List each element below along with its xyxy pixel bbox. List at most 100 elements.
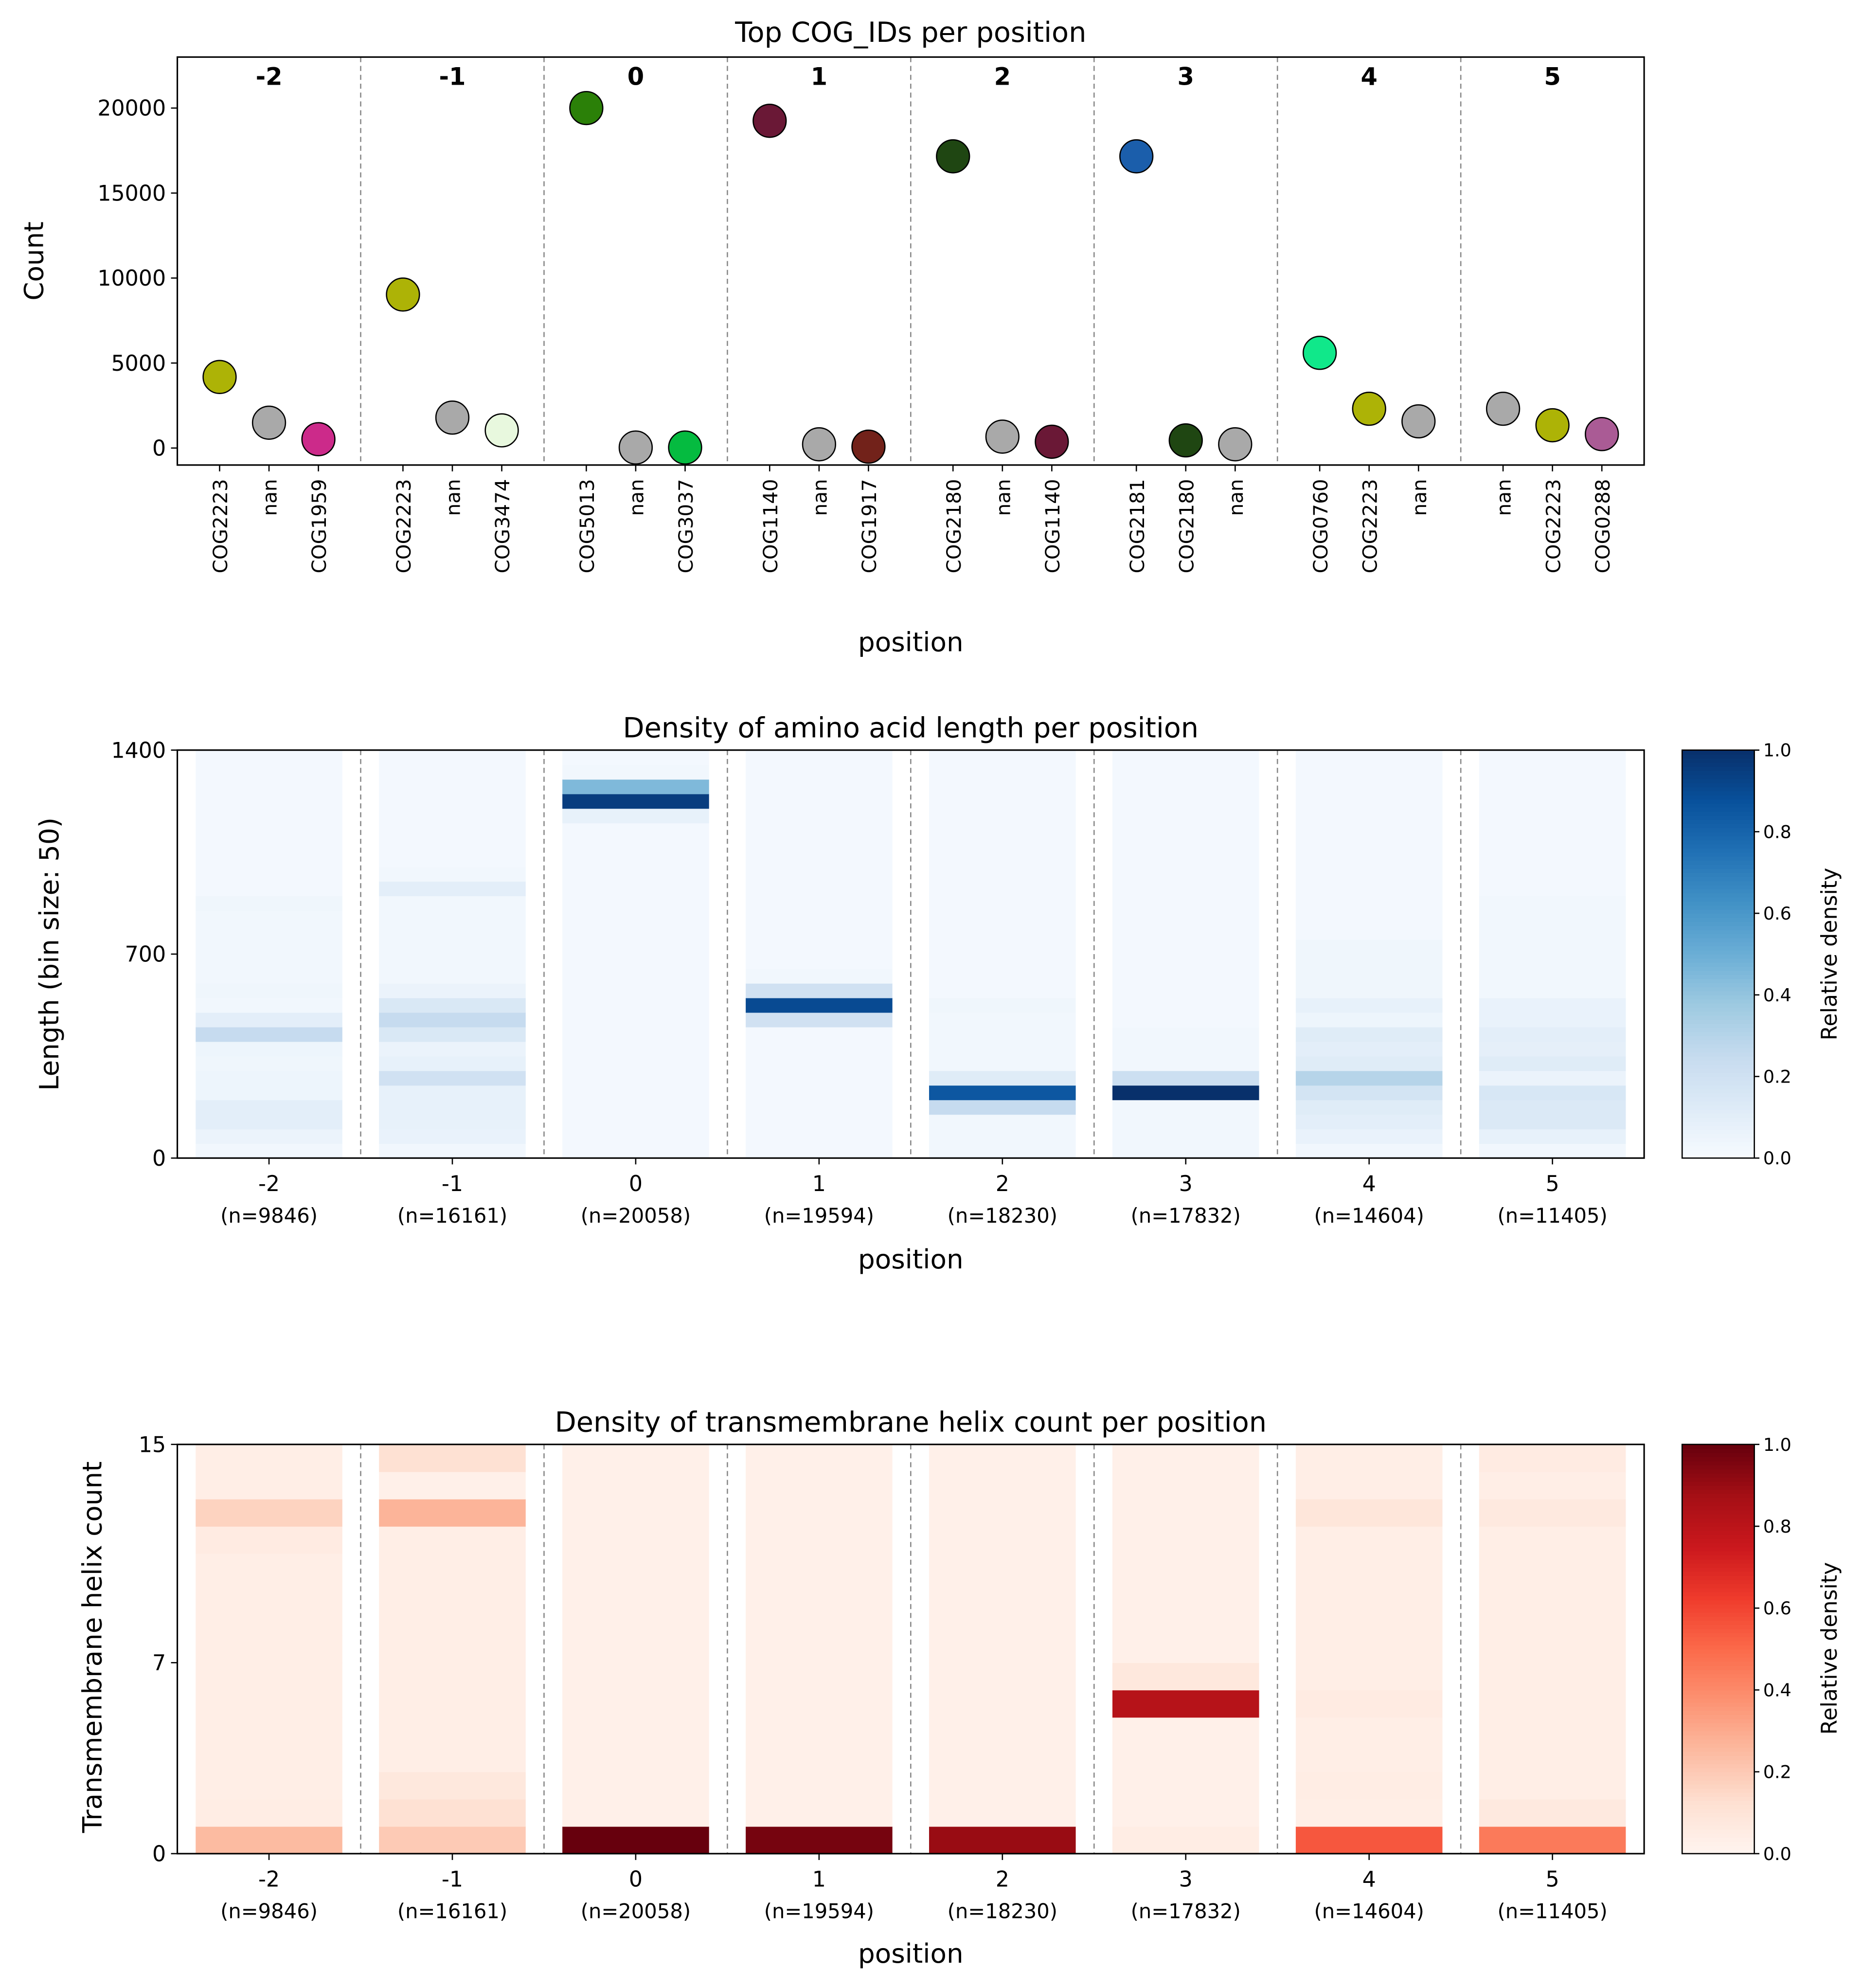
heatmap-cell [746,779,893,795]
heatmap-cell [1112,1554,1259,1581]
heatmap-cell [746,1635,893,1663]
heatmap-cell [1295,1608,1443,1636]
data-point-cog2180 [936,139,970,174]
heatmap-cell [562,794,709,809]
colorbar-segment [1682,791,1755,795]
colorbar-segment [1682,982,1755,988]
colorbar-segment [1682,888,1755,894]
sample-count-label: (n=20058) [581,1899,691,1923]
heatmap-cell [196,997,342,1013]
heatmap-cell [1479,997,1626,1013]
heatmap-cell [379,1771,526,1800]
heatmap-cell [196,1444,342,1472]
sample-count-label: (n=19594) [764,1899,874,1923]
heatmap-cell [562,1635,709,1663]
heatmap-cell [1295,1663,1443,1691]
heatmap-cell [196,779,342,795]
heatmap-cell [196,1143,342,1159]
x-tick-label: COG2180 [1175,479,1198,573]
sample-count-label: (n=19594) [764,1204,874,1228]
colorbar-segment [1682,1129,1755,1134]
colorbar-segment [1682,1694,1755,1699]
heatmap-cell [562,1129,709,1144]
heatmap-cell [1479,1085,1626,1101]
colorbar-segment [1682,991,1755,995]
y-axis-label: Length (bin size: 50) [34,817,65,1091]
heatmap-cell [1112,808,1259,824]
heatmap-cell [929,794,1076,809]
heatmap-cell [196,794,342,809]
x-tick-label: nan [442,479,465,516]
colorbar-segment [1682,1485,1755,1490]
heatmap-cell [562,852,709,867]
colorbar-segment [1682,799,1755,804]
colorbar-segment [1682,1027,1755,1032]
heatmap-cell [1479,1027,1626,1042]
heatmap-cell [562,968,709,984]
colorbar-segment [1682,1792,1755,1797]
heatmap-cell [379,968,526,984]
heatmap-cell [379,779,526,795]
colorbar-segment [1682,1653,1755,1658]
colorbar-segment [1682,1686,1755,1691]
heatmap-cell [1112,1114,1259,1130]
colorbar-segment [1682,1493,1755,1499]
heatmap-cell [1479,925,1626,940]
colorbar-segment [1682,1608,1755,1613]
heatmap-cell [1479,1799,1626,1827]
heatmap-cell [562,1717,709,1745]
colorbar-segment [1682,1477,1755,1482]
y-tick-label: 7 [152,1651,166,1676]
heatmap-cell [746,1581,893,1608]
heatmap-cell [1479,1114,1626,1130]
colorbar-segment [1682,1588,1755,1592]
heatmap-cell [1295,837,1443,853]
x-tick-label: COG1140 [759,479,782,573]
colorbar-segment [1682,1035,1755,1041]
heatmap-cell [379,1444,526,1472]
x-tick-label: 2 [996,1172,1009,1196]
colorbar-segment [1682,950,1755,955]
x-tick-label: nan [1225,479,1248,516]
heatmap-cell [1112,750,1259,765]
heatmap-cell [196,1608,342,1636]
colorbar-segment [1682,1031,1755,1036]
heatmap-cell [1112,823,1259,838]
heatmap-cell [196,1070,342,1086]
heatmap-cell [1112,852,1259,867]
heatmap-cell [1479,1129,1626,1144]
heatmap-cell [746,1129,893,1144]
heatmap-cell [379,896,526,911]
heatmap-cell [746,1799,893,1827]
heatmap-cell [1295,910,1443,925]
y-tick-label: 1400 [111,738,166,763]
colorbar-segment [1682,938,1755,942]
heatmap-cell [196,1012,342,1028]
colorbar-segment [1682,1727,1755,1732]
colorbar-segment [1682,970,1755,975]
heatmap-cell [929,940,1076,955]
colorbar-segment [1682,1146,1755,1151]
colorbar-segment [1682,819,1755,824]
colorbar-segment [1682,1747,1755,1752]
heatmap-cell [1112,1608,1259,1636]
colorbar-label: Relative density [1817,1562,1842,1735]
chart-title: Density of amino acid length per positio… [623,712,1199,744]
position-label: -2 [256,63,283,91]
colorbar-segment [1682,1849,1755,1854]
heatmap-cell [196,1771,342,1800]
heatmap-cell [746,852,893,867]
heatmap-cell [196,1056,342,1071]
heatmap-cell [1479,852,1626,867]
x-tick-label: 3 [1179,1867,1193,1892]
heatmap-cell [1295,1581,1443,1608]
heatmap-cell [746,910,893,925]
colorbar-segment [1682,1469,1755,1474]
colorbar-segment [1682,876,1755,882]
colorbar-segment [1682,1554,1755,1560]
x-tick-label: nan [1408,479,1431,516]
heatmap-cell [1479,823,1626,838]
heatmap-cell [929,750,1076,765]
colorbar-segment [1682,1833,1755,1838]
colorbar-segment [1682,1015,1755,1020]
